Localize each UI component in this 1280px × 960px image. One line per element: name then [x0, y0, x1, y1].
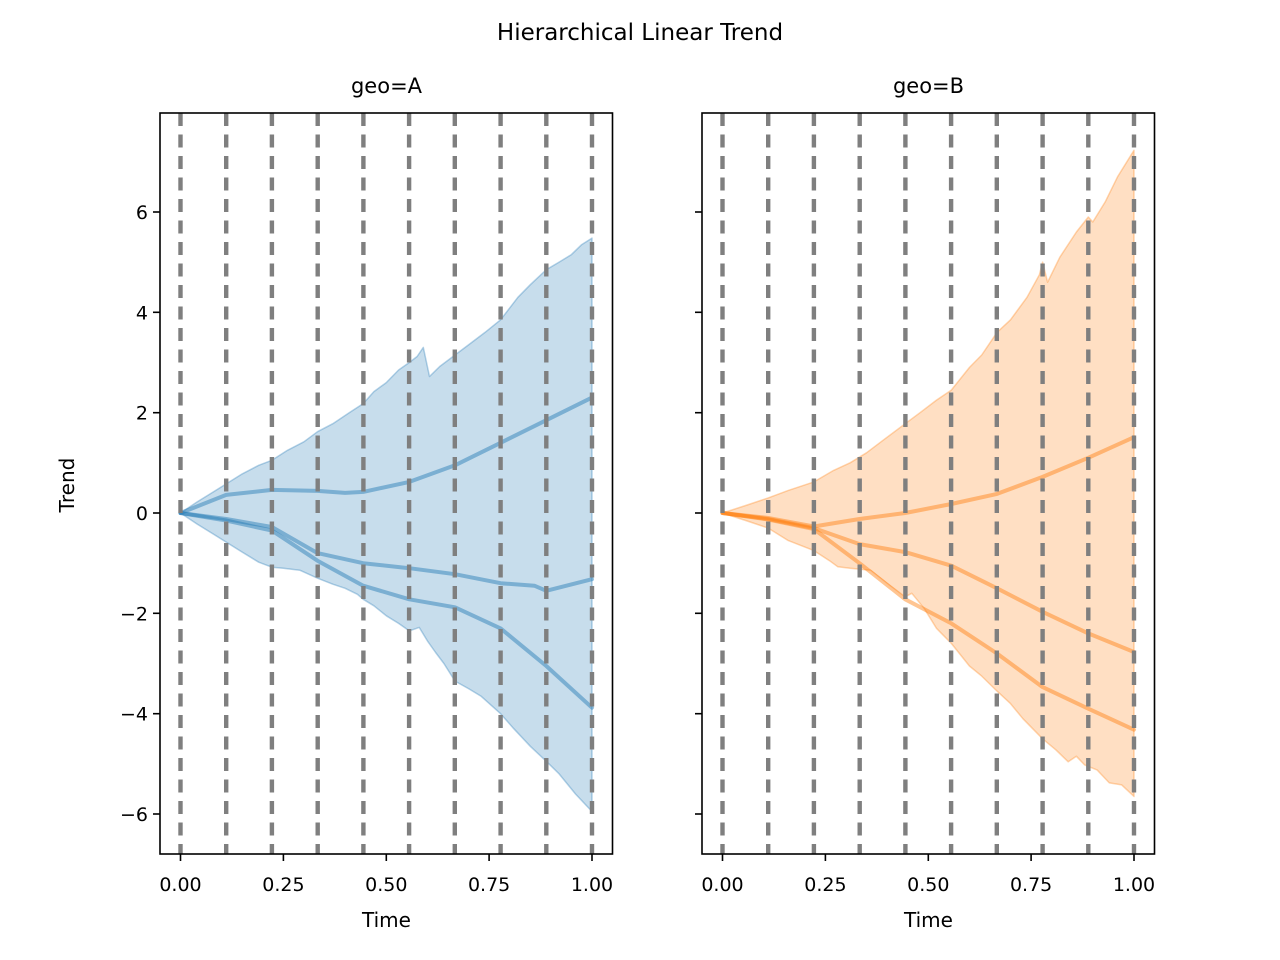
- panel-title-geo-a: geo=A: [350, 74, 423, 98]
- y-tick-label: −6: [120, 804, 148, 826]
- y-tick-label: −2: [120, 603, 148, 625]
- x-tick-label: 0.00: [159, 874, 201, 896]
- trend-sample-line: [720, 511, 1136, 732]
- x-tick-label: 1.00: [1113, 874, 1155, 896]
- x-axis-label-geo-b: Time: [904, 908, 953, 932]
- y-tick-label: 0: [136, 503, 148, 525]
- trend-sample-line: [178, 395, 594, 515]
- y-tick-label: 6: [136, 202, 148, 224]
- x-tick-label: 1.00: [571, 874, 613, 896]
- x-tick-label: 0.50: [907, 874, 949, 896]
- x-tick-label: 0.25: [804, 874, 846, 896]
- uncertainty-band: [721, 149, 1135, 798]
- y-tick-label: 2: [136, 403, 148, 425]
- x-tick-label: 0.50: [365, 874, 407, 896]
- y-tick-label: −4: [120, 704, 148, 726]
- x-tick-label: 0.75: [468, 874, 510, 896]
- y-axis-label: Trend: [55, 457, 79, 513]
- x-tick-label: 0.75: [1010, 874, 1052, 896]
- panel-title-geo-b: geo=B: [892, 74, 965, 98]
- trend-sample-line: [178, 511, 594, 710]
- figure-title: Hierarchical Linear Trend: [496, 20, 784, 46]
- x-tick-label: 0.25: [262, 874, 304, 896]
- trend-sample-line: [720, 435, 1136, 529]
- trend-sample-line: [720, 511, 1136, 654]
- x-axis-label-geo-a: Time: [362, 908, 411, 932]
- x-tick-label: 0.00: [701, 874, 743, 896]
- y-tick-label: 4: [136, 302, 148, 324]
